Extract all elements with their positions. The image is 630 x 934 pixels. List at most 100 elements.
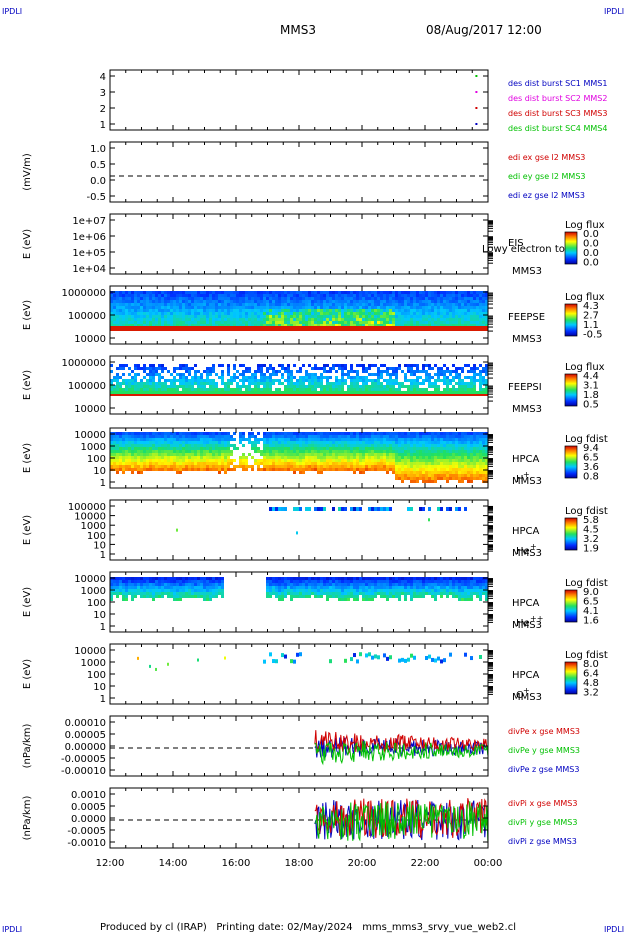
species-label: H [516, 474, 524, 485]
heat-cell [188, 453, 191, 456]
heat-cell [320, 306, 323, 309]
heat-cell [194, 432, 197, 435]
heat-cell [221, 379, 224, 382]
heat-cell [224, 459, 227, 462]
heat-cell [311, 394, 314, 396]
heat-cell [485, 370, 488, 373]
heat-cell [359, 297, 362, 300]
heat-cell [386, 468, 389, 471]
heat-cell [278, 447, 281, 450]
heat-cell [227, 438, 230, 441]
heat-cell [338, 379, 341, 382]
heat-cell [410, 297, 413, 300]
heat-cell [401, 297, 404, 300]
scatter-point [475, 107, 478, 109]
heat-cell [290, 306, 293, 309]
heat-cell [263, 376, 266, 379]
heat-cell [458, 441, 461, 444]
heat-cell [155, 394, 158, 396]
heat-cell [194, 450, 197, 453]
heat-cell [182, 364, 185, 367]
heat-cell [188, 441, 191, 444]
heat-cell [266, 435, 269, 438]
heat-cell [275, 465, 278, 468]
heat-cell [326, 468, 329, 471]
heat-cell [485, 394, 488, 396]
heat-cell [320, 376, 323, 379]
heat-cell [239, 315, 242, 318]
heat-cell [473, 391, 476, 394]
heat-cell [119, 447, 122, 450]
heat-cell [326, 364, 329, 367]
heat-cell [350, 385, 353, 388]
heat-cell [167, 291, 170, 294]
heat-cell [302, 364, 305, 367]
heat-cell [170, 394, 173, 396]
heat-cell [275, 312, 278, 315]
heat-cell [452, 388, 455, 391]
colorbar-title: Log flux [565, 362, 605, 373]
heat-cell [476, 474, 479, 477]
heat-cell [443, 303, 446, 306]
heat-cell [443, 379, 446, 382]
heat-cell [383, 385, 386, 388]
heat-cell [287, 312, 290, 315]
heat-cell [218, 462, 221, 465]
heat-cell [398, 474, 401, 477]
heat-cell [197, 459, 200, 462]
heat-cell [428, 297, 431, 300]
heat-cell [293, 391, 296, 394]
heat-cell [146, 388, 149, 391]
heat-cell [410, 480, 413, 483]
heat-cell [200, 309, 203, 312]
heat-cell [119, 306, 122, 309]
heat-cell [140, 367, 143, 370]
heat-cell [455, 376, 458, 379]
heat-cell [149, 303, 152, 306]
heat-cell [161, 388, 164, 391]
heat-cell [257, 321, 260, 324]
heat-cell [464, 444, 467, 447]
heat-cell [230, 315, 233, 318]
heat-cell [230, 309, 233, 312]
heat-cell [263, 438, 266, 441]
heat-cell [143, 468, 146, 471]
heat-cell [326, 312, 329, 315]
heat-cell [482, 471, 485, 474]
heat-cell [314, 465, 317, 468]
heat-cell [155, 294, 158, 297]
heat-cell [389, 453, 392, 456]
heat-cell [395, 324, 398, 327]
heat-cell [212, 447, 215, 450]
heat-cell [311, 312, 314, 315]
instrument-label: EIS [508, 238, 524, 249]
heat-cell [341, 435, 344, 438]
heat-cell [251, 312, 254, 315]
heat-cell [389, 462, 392, 465]
heat-cell [302, 394, 305, 396]
heat-cell [119, 456, 122, 459]
heat-cell [242, 312, 245, 315]
heat-cell [137, 367, 140, 370]
heat-cell [296, 391, 299, 394]
heat-cell [386, 432, 389, 435]
heat-cell [341, 382, 344, 385]
heat-cell [326, 324, 329, 327]
heat-cell [425, 309, 428, 312]
heat-cell [227, 462, 230, 465]
heat-cell [359, 394, 362, 396]
heat-cell [233, 379, 236, 382]
heat-cell [293, 326, 296, 331]
heat-cell [482, 435, 485, 438]
heat-cell [329, 300, 332, 303]
heat-cell [335, 315, 338, 318]
heat-cell [203, 438, 206, 441]
heat-cell [338, 367, 341, 370]
heat-cell [458, 318, 461, 321]
heat-cell [479, 456, 482, 459]
heat-cell [197, 324, 200, 327]
heat-cell [266, 394, 269, 396]
heat-cell [464, 321, 467, 324]
heat-cell [449, 373, 452, 376]
heat-cell [311, 306, 314, 309]
